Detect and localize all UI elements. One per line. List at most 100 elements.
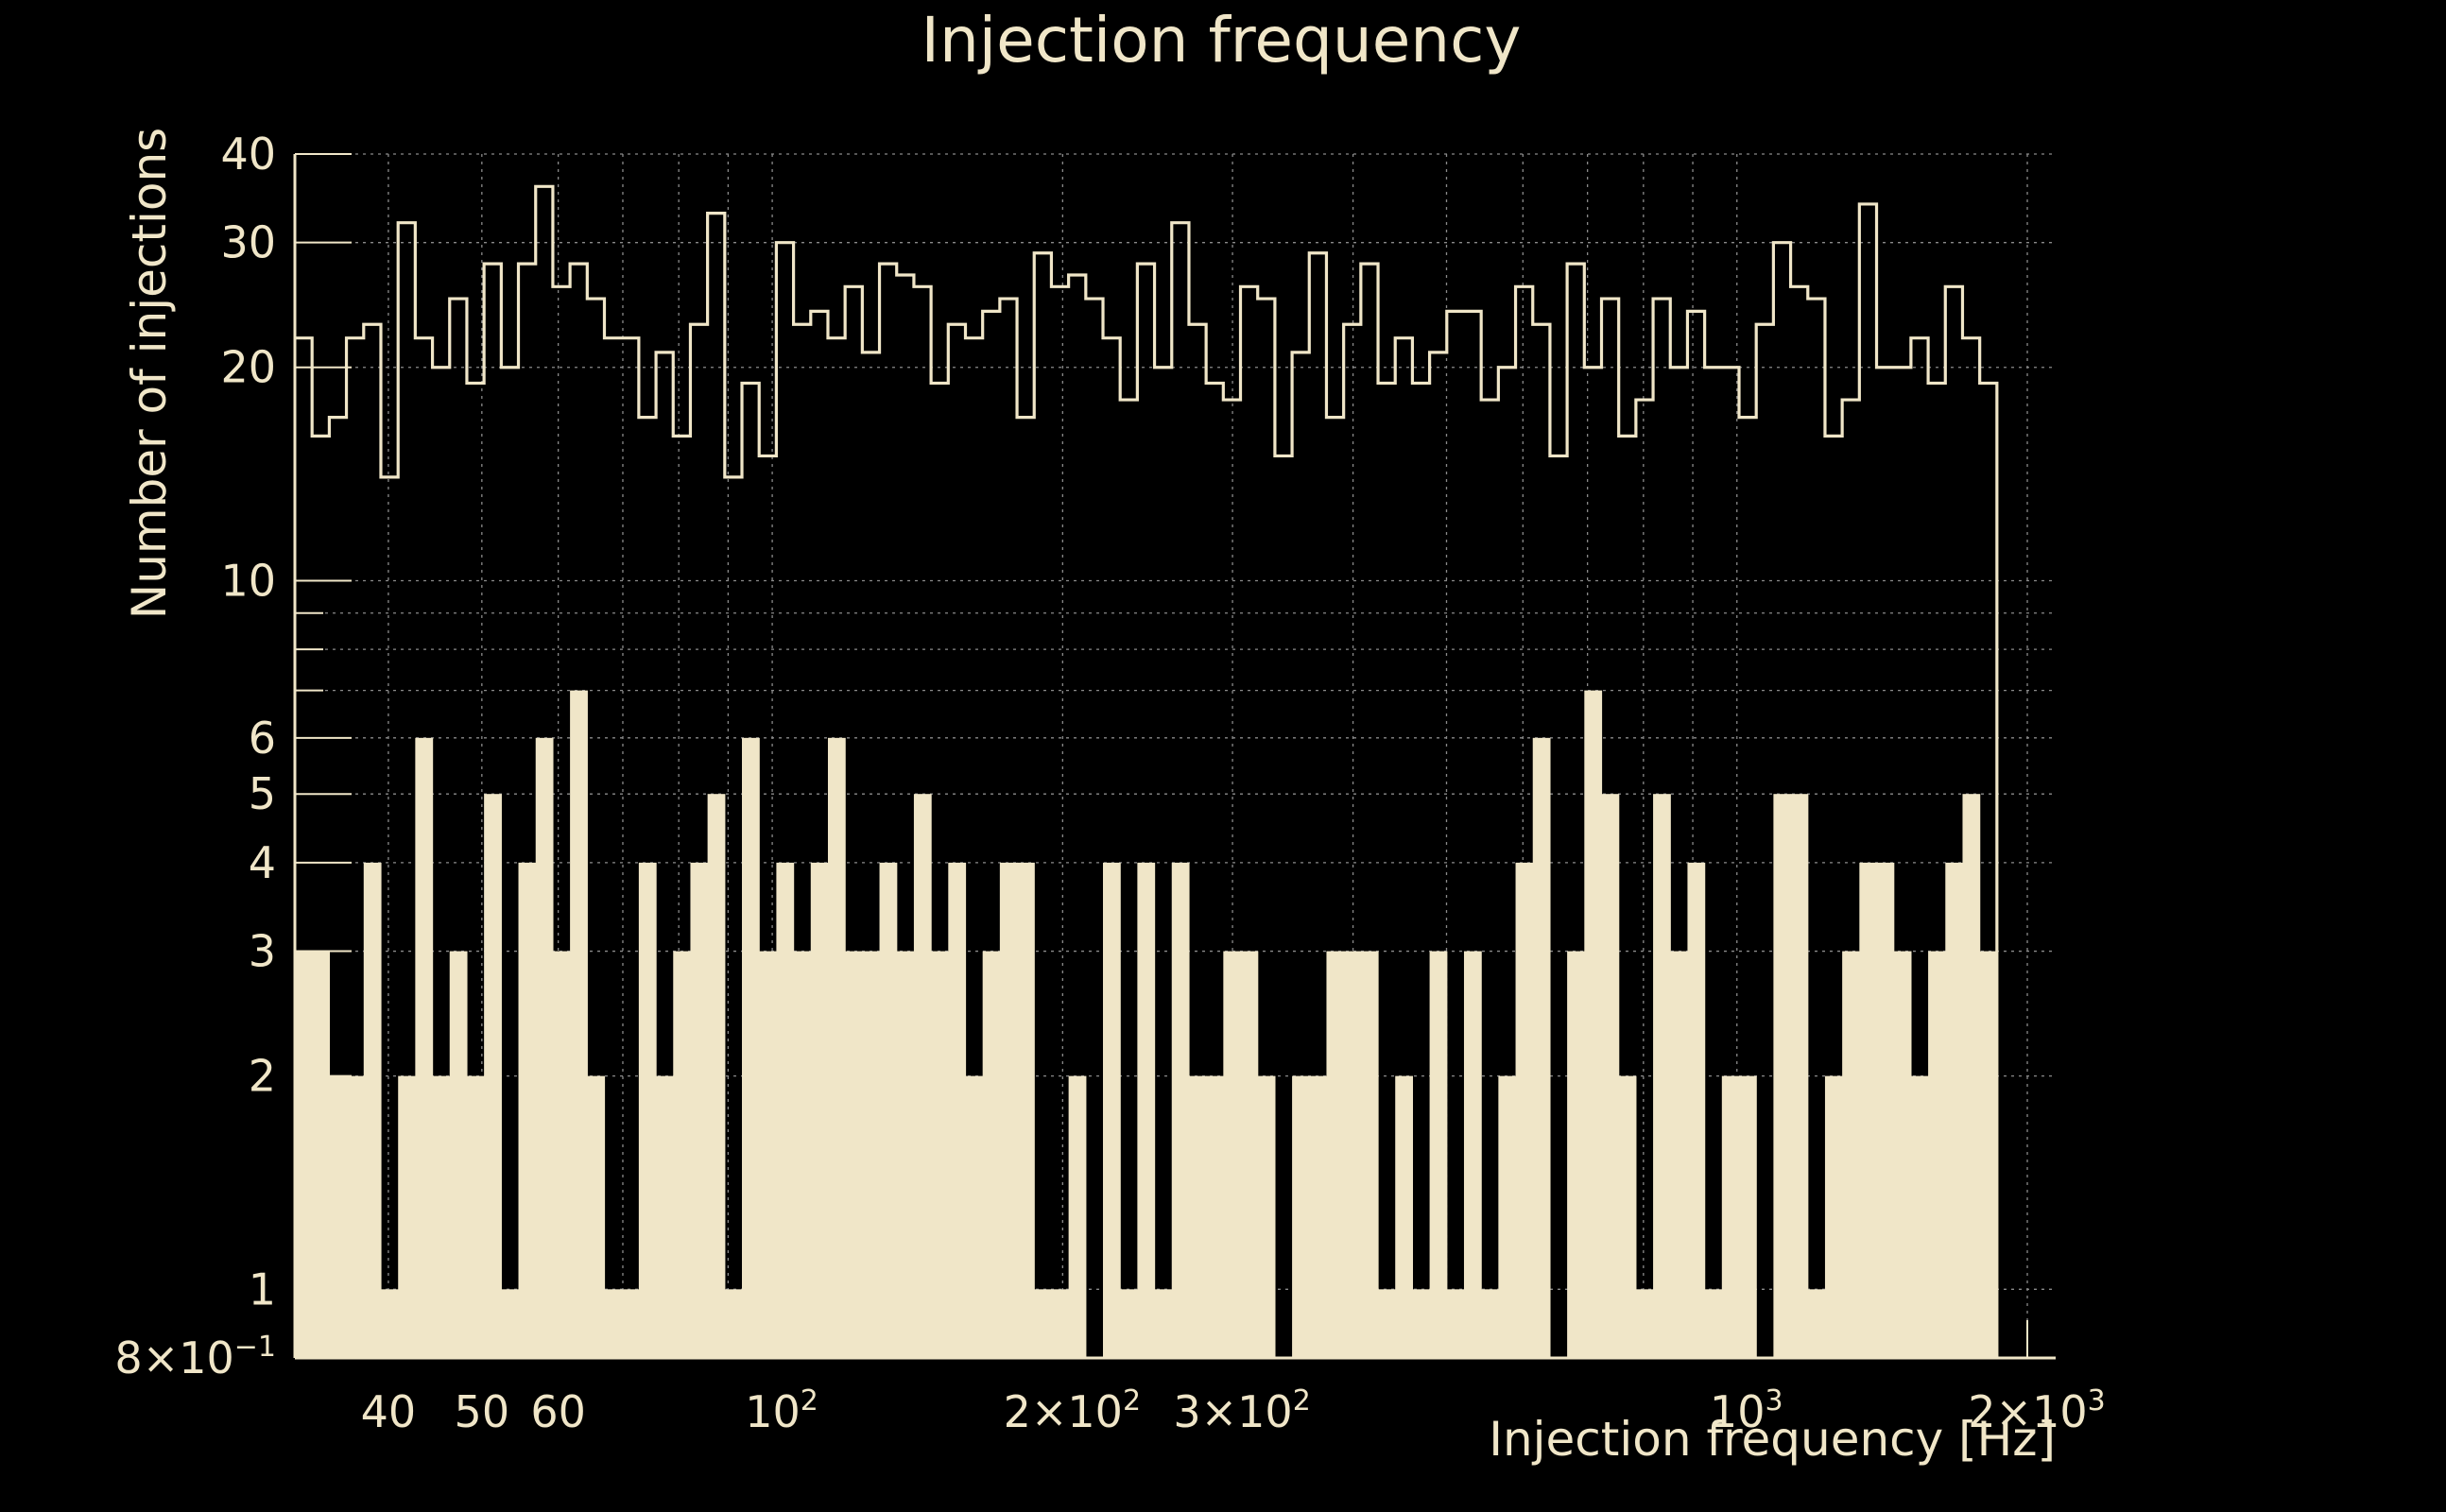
histogram-bar — [1068, 1075, 1087, 1358]
histogram-bar — [1653, 794, 1671, 1358]
histogram-bar — [1206, 1075, 1224, 1358]
histogram-bar — [449, 951, 468, 1358]
histogram-bar — [999, 862, 1018, 1358]
histogram-bar — [604, 1289, 623, 1358]
histogram-bar — [346, 1075, 365, 1358]
y-tick-label: 5 — [249, 768, 276, 819]
histogram-bar — [518, 862, 537, 1358]
histogram-bar — [1790, 794, 1809, 1358]
x-axis-label: Injection frequency [Hz] — [1489, 1412, 2056, 1467]
histogram-bar — [982, 951, 1001, 1358]
histogram-bar — [1326, 951, 1345, 1358]
histogram-bar — [913, 794, 932, 1358]
histogram-bar — [1309, 1075, 1328, 1358]
histogram-bar — [656, 1075, 674, 1358]
histogram-bar — [1446, 1289, 1465, 1358]
y-tick-label: 2 — [249, 1051, 276, 1102]
histogram-bar — [1498, 1075, 1517, 1358]
histogram-bar — [1257, 1075, 1276, 1358]
x-tick-label: 60 — [530, 1386, 586, 1437]
histogram-bar — [1979, 951, 1998, 1358]
histogram-bar — [879, 862, 898, 1358]
histogram-bar — [862, 951, 881, 1358]
histogram-bar — [587, 1075, 606, 1358]
histogram-bar — [1842, 951, 1860, 1358]
x-tick-label: 102 — [745, 1384, 818, 1437]
histogram-bar — [1910, 1075, 1929, 1358]
histogram-bar — [1395, 1075, 1414, 1358]
histogram-bar — [363, 862, 382, 1358]
step-outline-series — [295, 184, 1999, 1358]
histogram-bar — [1137, 862, 1156, 1358]
histogram-bar — [501, 1289, 520, 1358]
histogram-bar — [1120, 1289, 1138, 1358]
histogram-bar — [1773, 794, 1792, 1358]
histogram-bar — [1824, 1075, 1843, 1358]
histogram-bar — [552, 951, 571, 1358]
histogram-bar — [690, 862, 709, 1358]
histogram-bar — [1670, 951, 1689, 1358]
histogram-bar — [827, 737, 846, 1358]
outline-histogram — [295, 184, 1999, 1358]
histogram-bar — [845, 951, 863, 1358]
histogram-bar — [535, 737, 554, 1358]
histogram-bar — [1687, 862, 1706, 1358]
y-tick-label: 20 — [220, 342, 276, 393]
histogram-bar — [638, 862, 657, 1358]
histogram-bar — [1721, 1075, 1740, 1358]
y-tick-label: 3 — [249, 926, 276, 977]
x-tick-label: 50 — [455, 1386, 510, 1437]
histogram-bar — [776, 862, 795, 1358]
histogram-bar — [1103, 862, 1121, 1358]
histogram-bar — [1223, 951, 1242, 1358]
histogram-bar — [1292, 1075, 1310, 1358]
x-tick-labels: 40 50 60 102 2×102 3×102 103 2×103 — [361, 1384, 2106, 1437]
histogram-bar — [1171, 862, 1190, 1358]
y-tick-label: 40 — [220, 129, 276, 180]
histogram-bar — [432, 1075, 451, 1358]
histogram-bar — [1704, 1289, 1723, 1358]
histogram-bar — [1584, 690, 1603, 1358]
histogram-bar — [1876, 862, 1895, 1358]
histogram-bar — [1635, 1289, 1654, 1358]
y-tick-label: 10 — [220, 555, 276, 606]
y-tick-label: 6 — [249, 713, 276, 764]
chart-title: Injection frequency — [922, 4, 1522, 77]
y-tick-label: 4 — [249, 837, 276, 888]
histogram-bar — [810, 862, 829, 1358]
histogram-bar — [1343, 951, 1362, 1358]
histogram-bar — [948, 862, 967, 1358]
histogram-bar — [621, 1289, 640, 1358]
histogram-bar — [1240, 951, 1259, 1358]
histogram-bar — [398, 1075, 416, 1358]
histogram-bar — [295, 951, 313, 1358]
histogram-bar — [1412, 1289, 1431, 1358]
x-tick-label: 3×102 — [1173, 1384, 1310, 1437]
histogram-bar — [484, 794, 502, 1358]
histogram-bar — [570, 690, 588, 1358]
histogram-bar — [1017, 862, 1035, 1358]
histogram-bar — [1463, 951, 1482, 1358]
grid-lines — [295, 153, 2056, 1358]
histogram-bar — [793, 951, 812, 1358]
y-tick-label: 8×10−1 — [114, 1331, 276, 1383]
histogram-bar — [1567, 951, 1585, 1358]
histogram-bar — [329, 1075, 348, 1358]
histogram-bar — [1807, 1289, 1826, 1358]
x-tick-label: 103 — [1710, 1384, 1783, 1437]
x-tick-label: 2×103 — [1968, 1384, 2105, 1437]
histogram-bar — [1945, 862, 1964, 1358]
histogram-bar — [1618, 1075, 1637, 1358]
filled-histogram — [295, 690, 1998, 1358]
y-tick-label: 30 — [220, 217, 276, 268]
histogram-bar — [1360, 951, 1379, 1358]
histogram-bar — [1051, 1289, 1070, 1358]
y-axis-label: Number of injections — [122, 128, 177, 619]
histogram-bar — [673, 951, 692, 1358]
histogram-bar — [759, 951, 778, 1358]
histogram-bar — [965, 1075, 984, 1358]
y-tick-labels: 8×10−1 1 2 3 4 56 10 20 30 40 — [114, 129, 276, 1383]
histogram-bar — [1515, 862, 1534, 1358]
histogram-bar — [742, 737, 760, 1358]
